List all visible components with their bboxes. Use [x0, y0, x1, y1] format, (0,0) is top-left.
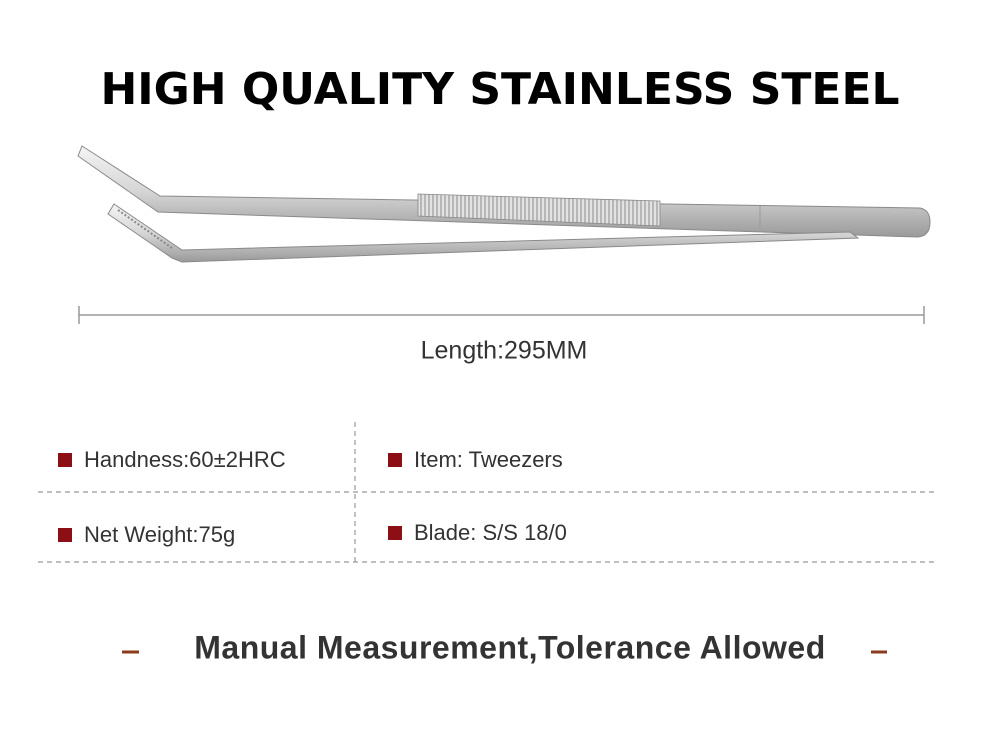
- spec-grid: [38, 422, 935, 563]
- bullet: [388, 526, 402, 540]
- spec-text: Handness:60±2HRC: [84, 447, 286, 472]
- tweezers-illustration: [77, 145, 931, 263]
- footer-note: Manual Measurement,Tolerance Allowed: [194, 629, 825, 665]
- bullet: [58, 453, 72, 467]
- spec-text: Net Weight:75g: [84, 522, 235, 547]
- spec-text: Blade: S/S 18/0: [414, 520, 567, 545]
- spec-text: Item: Tweezers: [414, 447, 563, 472]
- bullet: [58, 528, 72, 542]
- length-label: Length:295MM: [421, 337, 588, 365]
- dimension-line: [78, 306, 925, 324]
- bullet: [388, 453, 402, 467]
- title: HIGH QUALITY STAINLESS STEEL: [100, 64, 899, 115]
